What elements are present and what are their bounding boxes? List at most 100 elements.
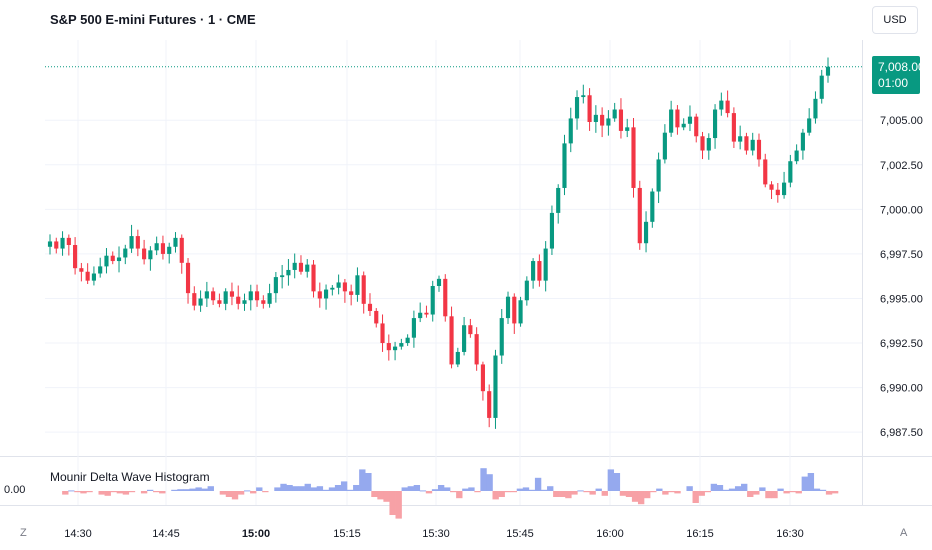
histogram-bar[interactable] <box>492 491 499 500</box>
candle-body[interactable] <box>813 98 818 119</box>
histogram-bar[interactable] <box>316 486 324 491</box>
histogram-bar[interactable] <box>395 491 402 519</box>
histogram-bar[interactable] <box>304 483 311 491</box>
histogram-bar[interactable] <box>292 486 299 491</box>
histogram-bar[interactable] <box>644 491 651 499</box>
candle-body[interactable] <box>656 159 661 192</box>
candle-body[interactable] <box>631 127 636 188</box>
candle-body[interactable] <box>261 300 266 304</box>
histogram-bar[interactable] <box>710 483 718 491</box>
histogram-bar[interactable] <box>419 490 427 492</box>
histogram-bar[interactable] <box>359 469 366 491</box>
candle-body[interactable] <box>430 286 435 315</box>
candle-body[interactable] <box>330 287 335 290</box>
histogram-bar[interactable] <box>753 491 760 495</box>
candle-body[interactable] <box>480 364 485 392</box>
candle-body[interactable] <box>625 127 630 131</box>
histogram-bar[interactable] <box>771 491 778 499</box>
candle-body[interactable] <box>531 261 536 281</box>
histogram-bar[interactable] <box>480 468 487 491</box>
candle-body[interactable] <box>223 291 228 304</box>
candlestick-series[interactable] <box>47 57 831 429</box>
histogram-bar[interactable] <box>668 491 675 493</box>
candle-body[interactable] <box>587 95 592 122</box>
candle-body[interactable] <box>487 391 492 418</box>
histogram-bar[interactable] <box>789 491 796 493</box>
histogram-bar[interactable] <box>601 491 608 496</box>
histogram-bar[interactable] <box>456 491 463 499</box>
histogram-bar[interactable] <box>801 476 808 491</box>
histogram-bar[interactable] <box>407 486 414 491</box>
candle-body[interactable] <box>336 282 341 288</box>
histogram-bar[interactable] <box>371 491 378 497</box>
histogram-bar[interactable] <box>104 491 111 496</box>
histogram-bar[interactable] <box>74 491 81 493</box>
candle-body[interactable] <box>211 291 216 301</box>
candle-body[interactable] <box>449 316 454 365</box>
candle-body[interactable] <box>662 132 667 160</box>
candle-body[interactable] <box>47 241 53 247</box>
histogram-bar[interactable] <box>98 491 105 495</box>
histogram-bar[interactable] <box>631 491 639 502</box>
histogram-bar[interactable] <box>577 490 584 492</box>
candle-body[interactable] <box>129 236 134 249</box>
histogram-bar[interactable] <box>256 487 263 491</box>
candle-body[interactable] <box>254 291 260 301</box>
candle-body[interactable] <box>60 237 65 249</box>
histogram-bar[interactable] <box>741 483 748 491</box>
histogram-bar[interactable] <box>807 473 815 491</box>
histogram-bar[interactable] <box>613 473 621 491</box>
histogram-bar[interactable] <box>389 491 396 515</box>
candle-body[interactable] <box>386 343 391 351</box>
histogram-bar[interactable] <box>225 491 233 497</box>
histogram-bar[interactable] <box>747 491 754 497</box>
symbol-title[interactable]: S&P 500 E-mini Futures · 1 · CME <box>50 12 256 27</box>
candle-body[interactable] <box>298 262 304 272</box>
candle-body[interactable] <box>518 300 523 324</box>
candle-body[interactable] <box>568 118 573 144</box>
histogram-bar[interactable] <box>795 491 802 494</box>
candle-body[interactable] <box>229 291 235 297</box>
histogram-bar[interactable] <box>528 489 536 491</box>
histogram-bar[interactable] <box>116 491 124 494</box>
candle-body[interactable] <box>54 241 59 249</box>
candle-body[interactable] <box>606 118 611 126</box>
candle-body[interactable] <box>788 161 793 183</box>
candle-body[interactable] <box>462 325 467 352</box>
candle-body[interactable] <box>600 114 605 126</box>
candle-body[interactable] <box>292 262 297 270</box>
candle-body[interactable] <box>687 116 693 124</box>
candle-body[interactable] <box>317 291 322 299</box>
candle-body[interactable] <box>242 300 247 304</box>
candle-body[interactable] <box>179 237 184 263</box>
histogram-bar[interactable] <box>831 491 839 494</box>
candle-body[interactable] <box>782 182 787 196</box>
histogram-bar[interactable] <box>825 491 833 495</box>
candle-body[interactable] <box>123 248 128 258</box>
histogram-bar[interactable] <box>237 491 245 495</box>
histogram-bar[interactable] <box>189 488 196 491</box>
candle-body[interactable] <box>148 250 153 260</box>
indicator-name[interactable]: Mounir Delta Wave Histogram <box>50 470 210 484</box>
candle-body[interactable] <box>361 275 366 304</box>
histogram-bar[interactable] <box>153 491 160 493</box>
candle-body[interactable] <box>537 261 542 281</box>
histogram-bar[interactable] <box>425 491 433 494</box>
candle-body[interactable] <box>286 269 291 276</box>
candle-body[interactable] <box>719 100 724 110</box>
histogram-bar[interactable] <box>595 488 602 491</box>
candle-body[interactable] <box>91 273 96 281</box>
histogram-bar[interactable] <box>777 488 784 491</box>
histogram-bar[interactable] <box>177 489 184 491</box>
histogram-bar[interactable] <box>195 487 202 491</box>
candle-body[interactable] <box>85 271 90 281</box>
histogram-bar[interactable] <box>498 491 505 497</box>
candle-body[interactable] <box>700 136 705 151</box>
candle-body[interactable] <box>116 257 122 262</box>
candle-body[interactable] <box>681 123 686 128</box>
histogram-bar[interactable] <box>553 491 560 497</box>
candle-body[interactable] <box>807 118 812 133</box>
histogram-bar[interactable] <box>437 485 445 491</box>
candle-body[interactable] <box>744 136 749 151</box>
histogram-bar[interactable] <box>534 477 542 491</box>
